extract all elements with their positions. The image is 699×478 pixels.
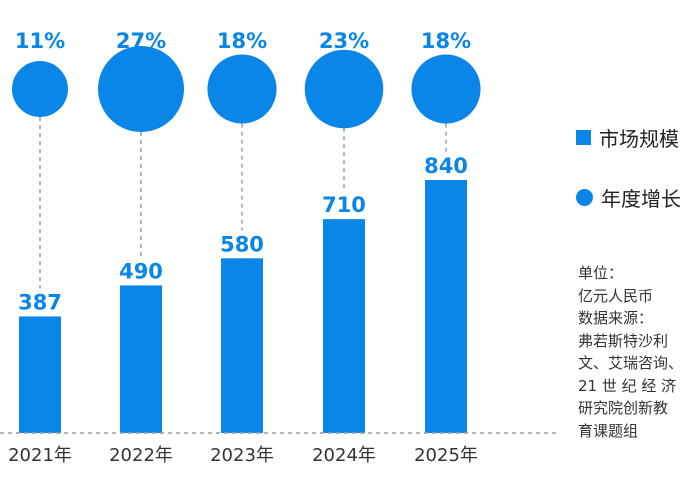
note-line: 亿元人民币 xyxy=(578,286,654,305)
legend-label-market-size: 市场规模 xyxy=(599,126,679,151)
x-tick-label: 2024年 xyxy=(312,445,376,466)
bar-value-label: 490 xyxy=(119,259,163,283)
x-tick-label: 2025年 xyxy=(414,445,478,466)
note-line: 育课题组 xyxy=(578,421,639,440)
note-line: 弗若斯特沙利 xyxy=(578,331,669,350)
bar xyxy=(19,316,61,433)
legend-item-market-size: 市场规模 xyxy=(576,124,681,151)
note-line: 单位： xyxy=(578,264,624,282)
chart-area: 387 2021年 490 2022年 580 2023年 710 2024年 840 2025年… xyxy=(0,29,556,466)
growth-bubble xyxy=(12,61,68,117)
source-note: 单位： 亿元人民币 数据来源： 弗若斯特沙利 文、艾瑞咨询、 21 世 纪 经 … xyxy=(578,262,694,442)
bar-value-label: 387 xyxy=(18,290,62,314)
growth-percent-label: 18% xyxy=(421,29,471,53)
growth-percent-label: 18% xyxy=(217,29,267,53)
bar xyxy=(120,285,162,433)
growth-bubble xyxy=(207,54,277,124)
bar-value-label: 840 xyxy=(424,154,468,178)
note-line: 文、艾瑞咨询、 xyxy=(578,354,684,372)
growth-bubble xyxy=(304,49,384,129)
square-icon xyxy=(576,129,591,145)
legend-item-annual-growth: 年度增长 xyxy=(576,184,681,211)
bar xyxy=(323,219,365,433)
growth-percent-label: 27% xyxy=(116,29,166,53)
bar-value-label: 580 xyxy=(220,232,264,256)
note-line: 数据来源： xyxy=(578,309,654,327)
legend-label-annual-growth: 年度增长 xyxy=(601,186,681,211)
note-line: 研究院创新教 xyxy=(578,399,669,417)
legend: 市场规模 年度增长 xyxy=(576,124,681,244)
x-tick-label: 2021年 xyxy=(8,445,72,466)
bar xyxy=(221,258,263,433)
growth-bubble xyxy=(98,46,184,132)
growth-percent-label: 11% xyxy=(15,29,65,53)
growth-bubble xyxy=(411,54,481,124)
bar xyxy=(425,180,467,433)
growth-percent-label: 23% xyxy=(319,29,369,53)
circle-icon xyxy=(576,188,593,206)
note-line: 21 世 纪 经 济 xyxy=(578,376,677,395)
x-tick-label: 2023年 xyxy=(210,445,274,466)
bar-value-label: 710 xyxy=(322,193,366,217)
x-tick-label: 2022年 xyxy=(109,445,173,466)
